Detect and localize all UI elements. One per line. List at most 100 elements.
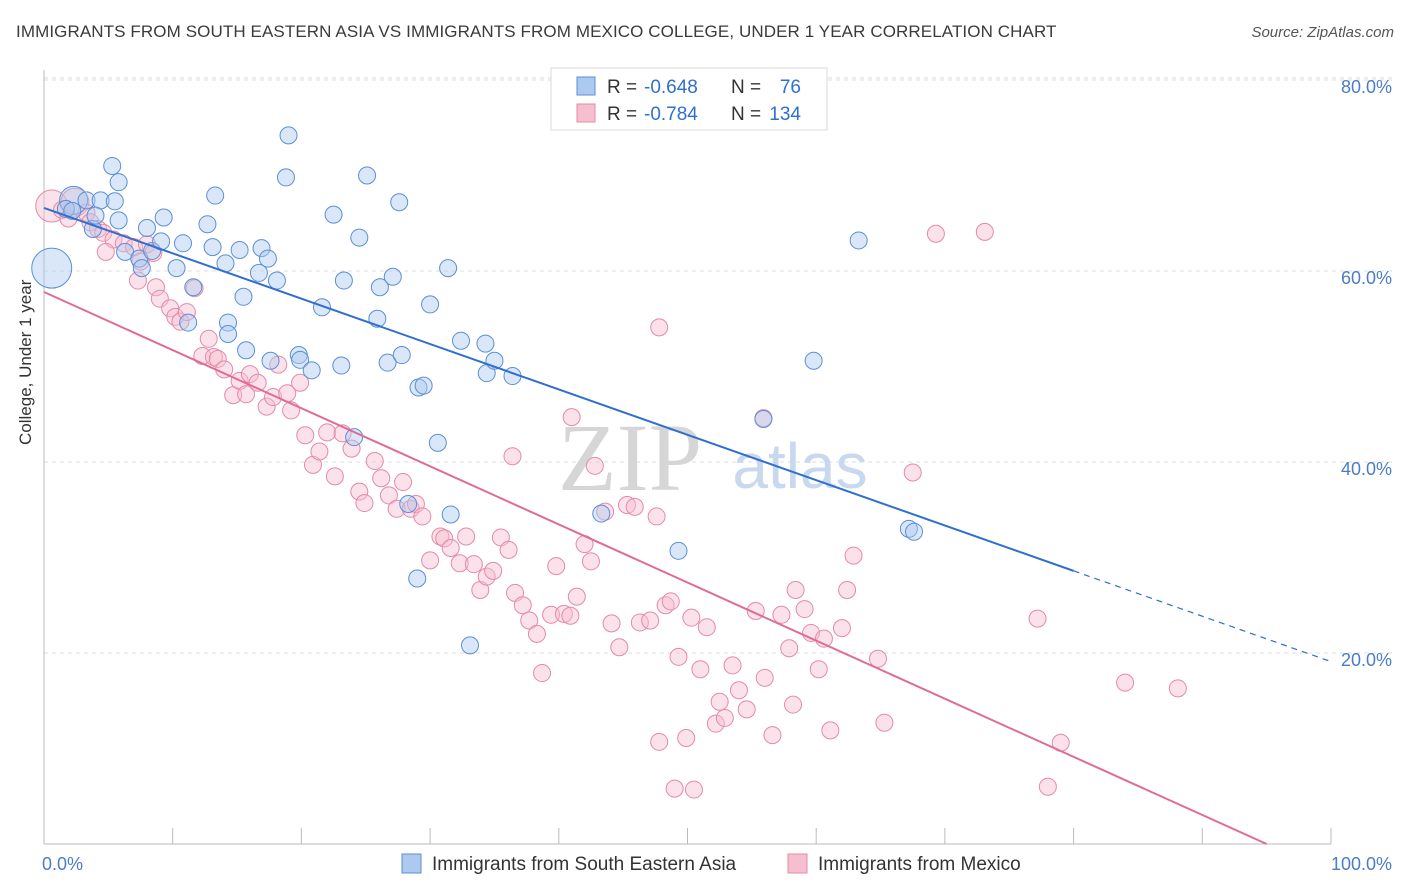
- sea-point: [167, 259, 186, 278]
- mexico-point: [625, 497, 644, 516]
- mexico-point: [199, 329, 218, 348]
- sea-point: [234, 287, 253, 306]
- chart-title: IMMIGRANTS FROM SOUTH EASTERN ASIA VS IM…: [16, 22, 1057, 41]
- mexico-point: [838, 580, 857, 599]
- sea-point: [230, 240, 249, 259]
- mexico-point: [208, 349, 227, 368]
- sea-point: [408, 569, 427, 588]
- stats-n-label-sea: N =: [731, 77, 761, 98]
- mexico-point: [926, 224, 945, 243]
- mexico-point: [237, 385, 256, 404]
- sea-point: [252, 239, 271, 258]
- mexico-point: [503, 447, 522, 466]
- mexico-point: [737, 700, 756, 719]
- legend-swatch-mexico: [787, 853, 808, 874]
- sea-point: [77, 191, 96, 210]
- sea-point: [439, 259, 458, 278]
- mexico-point: [450, 554, 469, 573]
- sea-point: [460, 636, 479, 655]
- sea-point: [31, 247, 73, 289]
- mexico-point: [325, 467, 344, 486]
- sea-point: [258, 249, 277, 268]
- sea-point: [332, 356, 351, 375]
- legend-swatch-sea: [401, 853, 422, 874]
- mexico-point: [715, 708, 734, 727]
- sea-point: [261, 351, 280, 370]
- mexico-trend-line: [43, 291, 1268, 845]
- gridlines: [44, 77, 1392, 654]
- mexico-point: [542, 605, 561, 624]
- mexico-point: [610, 638, 629, 657]
- sea-point: [334, 271, 353, 290]
- stats-r-label-mexico: R =: [607, 104, 637, 125]
- mexico-point: [723, 656, 742, 675]
- sea-point: [399, 495, 418, 514]
- mexico-point: [394, 473, 413, 492]
- mexico-point: [499, 540, 518, 559]
- mexico-point: [669, 647, 688, 666]
- mexico-point: [665, 779, 684, 798]
- mexico-point: [585, 456, 604, 475]
- mexico-point: [821, 721, 840, 740]
- mexico-point: [533, 664, 552, 683]
- stats-legend: R = -0.648 N = 76 R = -0.784 N = 134: [550, 67, 828, 131]
- stats-r-value-sea: -0.648: [644, 77, 698, 98]
- sea-point: [179, 313, 198, 332]
- sea-point: [302, 361, 321, 380]
- x-tick-label-min: 0.0%: [42, 854, 83, 874]
- sea-point: [267, 271, 286, 290]
- sea-point: [279, 126, 298, 145]
- stats-n-label-mexico: N =: [731, 104, 761, 125]
- sea-point: [312, 298, 331, 317]
- sea-point: [476, 334, 495, 353]
- mexico-point: [755, 668, 774, 687]
- sea-point: [414, 376, 433, 395]
- sea-point: [899, 519, 918, 538]
- mexico-point: [185, 279, 204, 298]
- mexico-point: [291, 373, 310, 392]
- sea-point: [754, 410, 773, 429]
- sea-points: [31, 126, 924, 655]
- axes: [43, 70, 1332, 845]
- mexico-point: [318, 423, 337, 442]
- mexico-point: [310, 442, 329, 461]
- mexico-point: [387, 499, 406, 518]
- sea-point: [137, 219, 156, 238]
- mexico-point: [641, 611, 660, 630]
- mexico-point: [365, 452, 384, 471]
- sea-trend-extension: [1073, 570, 1332, 663]
- mexico-point: [710, 692, 729, 711]
- mexico-point: [372, 469, 391, 488]
- sea-point: [383, 267, 402, 286]
- mexico-point: [342, 439, 361, 458]
- mexico-point: [682, 608, 701, 627]
- mexico-point: [772, 605, 791, 624]
- sea-point: [392, 346, 411, 365]
- mexico-point: [691, 660, 710, 679]
- mexico-point: [706, 714, 725, 733]
- y-tick-label: 40.0%: [1341, 459, 1392, 479]
- mexico-points: [35, 187, 1187, 799]
- sea-point: [804, 351, 823, 370]
- sea-point: [324, 205, 343, 224]
- sea-point: [249, 263, 268, 282]
- mexico-point: [520, 611, 539, 630]
- mexico-point: [763, 726, 782, 745]
- sea-point: [198, 215, 217, 234]
- mexico-point: [1028, 609, 1047, 628]
- mexico-point: [484, 561, 503, 580]
- mexico-point: [809, 660, 828, 679]
- y-axis-label: College, Under 1 year: [16, 280, 36, 445]
- mexico-point: [1038, 777, 1057, 796]
- mexico-point: [786, 580, 805, 599]
- legend-label-sea: Immigrants from South Eastern Asia: [432, 854, 737, 875]
- mexico-point: [832, 619, 851, 638]
- stats-n-value-sea: 76: [780, 77, 801, 98]
- mexico-point: [602, 614, 621, 633]
- sea-point: [291, 350, 310, 369]
- sea-point: [370, 278, 389, 297]
- mexico-point: [435, 529, 454, 548]
- trend-lines: [43, 207, 1332, 845]
- sea-point: [905, 522, 924, 541]
